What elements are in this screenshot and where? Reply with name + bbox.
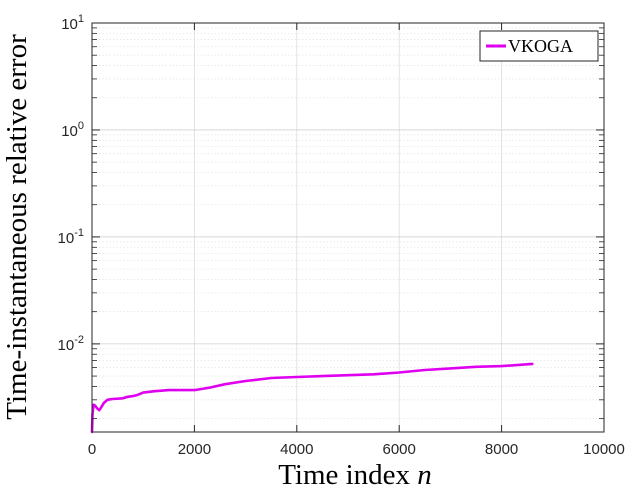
x-axis-title-variable: n: [417, 459, 432, 491]
series-line-vkoga: [90, 362, 534, 434]
y-tick-label: 10-1: [58, 227, 84, 247]
minor-grid: [92, 27, 604, 420]
y-tick-labels: 101 100 10-1 10-2: [58, 13, 84, 354]
legend: VKOGA: [479, 30, 599, 62]
x-tick-label: 6000: [383, 441, 416, 458]
plot-frame: [91, 22, 605, 433]
y-tick-label: 100: [61, 120, 84, 140]
x-axis-title-text: Time index: [278, 459, 410, 491]
x-tick-label: 10000: [583, 441, 625, 458]
y-tick-label: 10-2: [58, 334, 84, 354]
legend-label-vkoga: VKOGA: [508, 36, 573, 56]
x-tick-label: 4000: [280, 441, 313, 458]
y-tick-label: 101: [61, 13, 84, 33]
x-tick-labels: 0 2000 4000 6000 8000 10000: [88, 441, 625, 458]
series-layer: [90, 362, 534, 434]
x-tick-label: 8000: [485, 441, 518, 458]
tick-marks: [91, 22, 605, 432]
x-tick-label: 0: [88, 441, 96, 458]
plot-background: [92, 23, 604, 432]
x-tick-label: 2000: [178, 441, 211, 458]
x-axis-title: Time index n: [278, 459, 432, 491]
y-axis-title: Time-instantaneous relative error: [1, 34, 33, 420]
